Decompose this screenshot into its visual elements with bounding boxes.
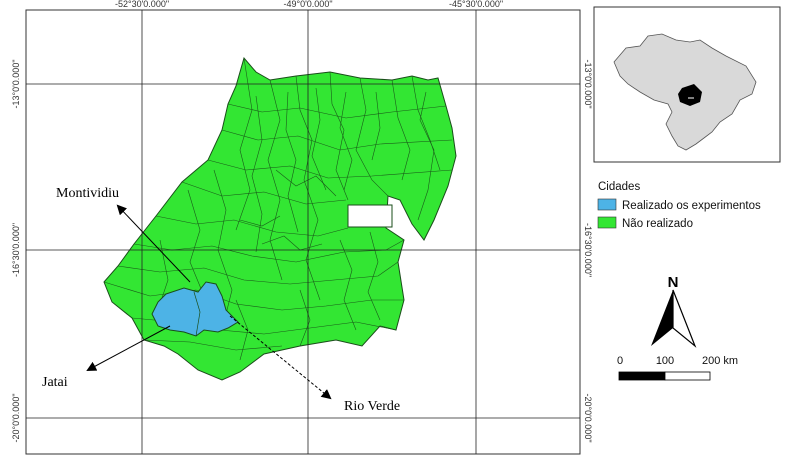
top-coord-3: -45°30'0.000" (449, 0, 503, 9)
legend-label-not-realized: Não realizado (622, 218, 693, 230)
city-label-jatai: Jatai (42, 375, 68, 390)
goias-highlight (678, 84, 702, 106)
experiment-region (151, 281, 239, 337)
right-coord-2: -16°30'0.000" (583, 223, 593, 277)
city-label-rio-verde: Rio Verde (344, 399, 400, 414)
federal-district (347, 204, 393, 228)
left-coord-1: -13°0'0.000" (11, 59, 21, 108)
north-arrow: N (651, 274, 697, 348)
legend-label-realized: Realizado os experimentos (622, 200, 761, 212)
legend-title: Cidades (598, 181, 640, 193)
legend-swatch-realized (597, 198, 617, 211)
scale-segment-white (664, 371, 711, 381)
scale-tick-0: 0 (617, 355, 623, 367)
scale-tick-200: 200 km (702, 355, 738, 367)
arrow-jatai (86, 325, 171, 371)
north-arrow-right (672, 289, 697, 348)
left-coord-3: -20°0'0.000" (11, 393, 21, 442)
north-arrow-label: N (668, 274, 679, 291)
top-coord-2: -49°0'0.000" (283, 0, 332, 9)
right-coord-3: -20°0'0.000" (583, 393, 593, 442)
left-coord-2: -16°30'0.000" (11, 223, 21, 277)
north-arrow-left (651, 290, 673, 346)
arrow-rio-verde (229, 315, 332, 400)
arrow-montividiu (116, 204, 191, 283)
experiment-region-divider (193, 291, 201, 337)
right-coord-1: -13°0'0.000" (583, 59, 593, 108)
top-coord-1: -52°30'0.000" (115, 0, 169, 9)
city-label-montividiu: Montividiu (56, 186, 119, 201)
scale-segment-black (618, 371, 666, 381)
scale-tick-100: 100 (656, 355, 674, 367)
legend-swatch-not-realized (597, 216, 617, 229)
scale-bar: 0 100 200 km (617, 355, 738, 381)
